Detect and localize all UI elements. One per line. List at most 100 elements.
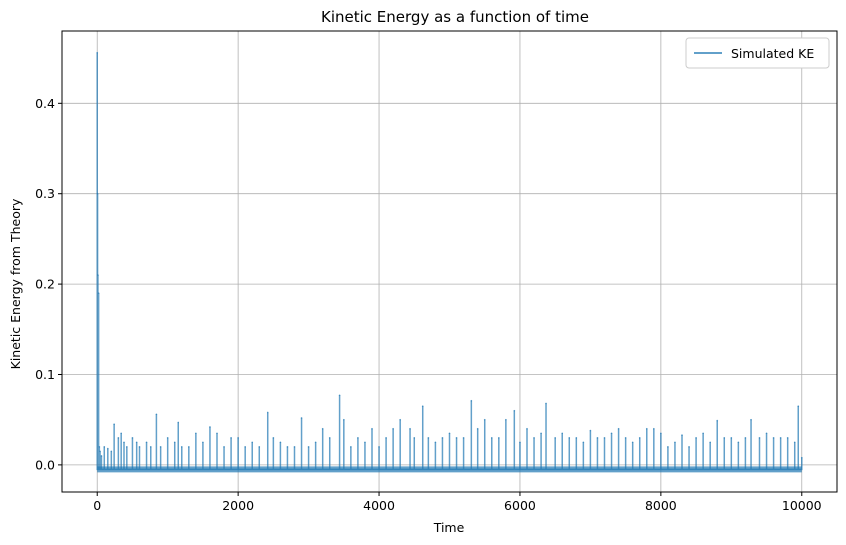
data-point — [223, 446, 225, 448]
chart-title: Kinetic Energy as a function of time — [321, 8, 589, 26]
y-tick-label: 0.4 — [35, 96, 55, 111]
data-point — [399, 418, 401, 421]
data-point — [730, 436, 733, 439]
data-point — [660, 432, 662, 435]
data-point — [596, 436, 599, 439]
data-point — [448, 432, 451, 435]
data-point — [505, 418, 507, 421]
data-point — [123, 441, 125, 444]
data-point — [610, 432, 613, 435]
data-point — [135, 441, 138, 444]
data-point — [293, 446, 296, 448]
data-point — [126, 446, 128, 448]
data-point — [624, 436, 627, 439]
legend-label: Simulated KE — [731, 46, 814, 61]
data-point — [674, 441, 676, 444]
data-point — [498, 436, 500, 439]
data-point — [540, 432, 542, 435]
data-point — [357, 436, 359, 439]
data-point — [779, 436, 782, 439]
data-point — [653, 427, 655, 430]
data-point — [434, 441, 437, 444]
data-point — [526, 427, 528, 430]
data-point — [667, 446, 669, 448]
x-axis-ticks: 0 2000 4000 6000 8000 10000 — [93, 492, 822, 513]
y-tick-label: 0.2 — [35, 277, 55, 292]
data-point — [307, 446, 310, 448]
data-point — [364, 441, 366, 444]
data-point — [385, 436, 387, 439]
data-point — [338, 394, 341, 397]
data-point — [568, 436, 571, 439]
plot-area — [62, 31, 837, 492]
legend-box — [685, 37, 830, 69]
data-point — [188, 446, 190, 448]
data-point — [216, 432, 218, 435]
data-point — [97, 292, 100, 294]
data-point — [392, 427, 394, 430]
data-point — [545, 402, 547, 405]
data-point — [441, 436, 444, 439]
x-tick-label: 0 — [93, 498, 101, 513]
data-point — [321, 427, 324, 430]
data-point — [209, 426, 211, 428]
y-axis-ticks: 0.0 0.1 0.2 0.3 0.4 — [35, 96, 62, 472]
data-point — [589, 429, 592, 432]
data-point — [709, 441, 711, 444]
data-point — [371, 427, 373, 430]
data-point — [513, 409, 516, 412]
data-point — [688, 446, 690, 448]
data-point — [427, 436, 430, 439]
data-point — [314, 441, 317, 444]
data-point — [476, 427, 479, 430]
data-point — [800, 456, 803, 459]
data-point — [155, 413, 158, 416]
data-point — [195, 432, 197, 435]
data-point — [409, 427, 411, 430]
data-point — [237, 436, 239, 439]
data-point — [99, 450, 101, 453]
x-tick-label: 6000 — [504, 498, 536, 513]
data-point — [421, 405, 424, 407]
data-point — [98, 446, 101, 448]
data-point — [638, 436, 641, 439]
data-point — [716, 419, 719, 422]
data-point — [230, 436, 232, 439]
x-tick-label: 2000 — [222, 498, 254, 513]
data-point — [180, 446, 183, 448]
data-point — [737, 441, 740, 444]
data-point — [470, 399, 473, 402]
data-point — [603, 436, 606, 439]
data-point — [166, 436, 169, 439]
data-point — [681, 434, 683, 436]
data-point — [561, 432, 564, 435]
data-point — [272, 436, 275, 439]
data-point — [145, 441, 148, 444]
data-point — [328, 436, 331, 439]
data-point — [202, 441, 204, 444]
data-point — [106, 447, 109, 450]
data-point — [758, 436, 761, 439]
data-point — [103, 446, 106, 448]
data-point — [113, 423, 115, 426]
data-point — [455, 436, 458, 439]
data-point — [631, 441, 634, 444]
data-point — [251, 441, 254, 444]
data-point — [772, 436, 775, 439]
data-point — [286, 446, 289, 448]
data-point — [695, 436, 697, 439]
data-point — [786, 436, 789, 439]
data-point — [793, 441, 796, 444]
data-point — [797, 405, 800, 407]
data-point — [378, 446, 380, 448]
data-point — [138, 446, 141, 448]
x-axis-title: Time — [433, 520, 465, 535]
data-point — [244, 446, 246, 448]
legend: Simulated KE — [685, 37, 830, 69]
data-point — [173, 441, 176, 444]
x-tick-label: 8000 — [645, 498, 677, 513]
data-point — [117, 436, 120, 439]
plot-frame — [61, 30, 838, 493]
y-tick-label: 0.1 — [35, 367, 55, 382]
data-point — [96, 192, 99, 195]
